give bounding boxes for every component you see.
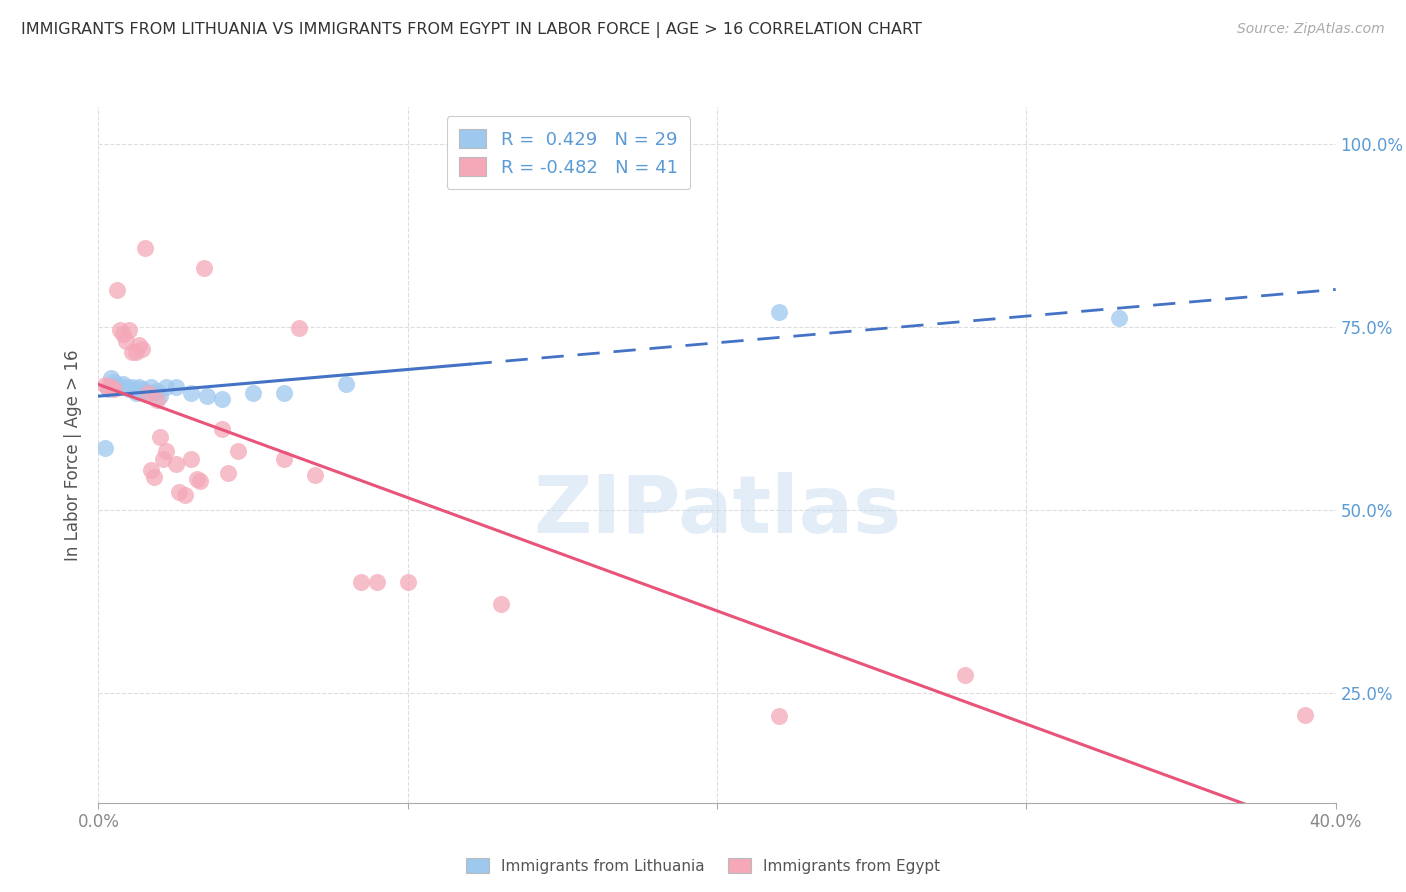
Point: [273, 451, 295, 466]
Point: [186, 472, 208, 486]
Point: [242, 385, 264, 400]
Text: ZIPatlas: ZIPatlas: [533, 472, 901, 549]
Point: [93, 441, 115, 455]
Point: [1108, 310, 1130, 325]
Point: [121, 345, 143, 359]
Point: [121, 380, 143, 394]
Point: [118, 382, 141, 396]
Point: [335, 376, 357, 391]
Point: [768, 305, 790, 319]
Point: [105, 283, 128, 297]
Point: [128, 338, 150, 352]
Point: [217, 467, 239, 481]
Point: [97, 380, 120, 394]
Point: [97, 382, 120, 396]
Point: [953, 667, 976, 681]
Point: [768, 709, 790, 723]
Point: [1294, 707, 1316, 722]
Point: [149, 389, 172, 403]
Point: [195, 389, 218, 403]
Point: [128, 380, 150, 394]
Point: [112, 327, 135, 342]
Point: [136, 385, 159, 400]
Y-axis label: In Labor Force | Age > 16: In Labor Force | Age > 16: [65, 349, 83, 561]
Text: Source: ZipAtlas.com: Source: ZipAtlas.com: [1237, 22, 1385, 37]
Point: [100, 371, 122, 385]
Point: [146, 392, 169, 407]
Point: [115, 380, 138, 394]
Point: [152, 451, 174, 466]
Point: [146, 384, 169, 399]
Point: [112, 376, 135, 391]
Point: [131, 342, 153, 356]
Point: [180, 451, 202, 466]
Point: [134, 241, 156, 255]
Point: [180, 385, 202, 400]
Point: [103, 375, 125, 389]
Point: [211, 422, 233, 436]
Point: [108, 323, 131, 337]
Point: [131, 382, 153, 396]
Point: [226, 444, 249, 458]
Point: [155, 380, 177, 394]
Point: [273, 385, 295, 400]
Point: [139, 380, 162, 394]
Point: [489, 597, 512, 611]
Point: [103, 382, 125, 396]
Point: [100, 380, 122, 394]
Point: [93, 378, 115, 392]
Point: [136, 385, 159, 400]
Point: [108, 380, 131, 394]
Point: [165, 380, 187, 394]
Point: [211, 392, 233, 406]
Point: [190, 474, 212, 488]
Point: [105, 378, 128, 392]
Point: [193, 261, 215, 276]
Legend: R =  0.429   N = 29, R = -0.482   N = 41: R = 0.429 N = 29, R = -0.482 N = 41: [447, 116, 690, 189]
Text: IMMIGRANTS FROM LITHUANIA VS IMMIGRANTS FROM EGYPT IN LABOR FORCE | AGE > 16 COR: IMMIGRANTS FROM LITHUANIA VS IMMIGRANTS …: [21, 22, 922, 38]
Point: [139, 462, 162, 476]
Point: [115, 334, 138, 349]
Point: [143, 470, 166, 484]
Point: [143, 385, 166, 400]
Point: [366, 574, 388, 589]
Point: [396, 574, 419, 589]
Point: [134, 384, 156, 399]
Point: [155, 444, 177, 458]
Point: [304, 467, 326, 482]
Point: [174, 488, 197, 502]
Point: [124, 385, 146, 400]
Point: [118, 323, 141, 337]
Point: [350, 574, 373, 589]
Point: [165, 458, 187, 472]
Point: [124, 345, 146, 359]
Point: [167, 484, 190, 499]
Point: [149, 429, 172, 443]
Point: [288, 321, 311, 335]
Legend: Immigrants from Lithuania, Immigrants from Egypt: Immigrants from Lithuania, Immigrants fr…: [460, 852, 946, 880]
